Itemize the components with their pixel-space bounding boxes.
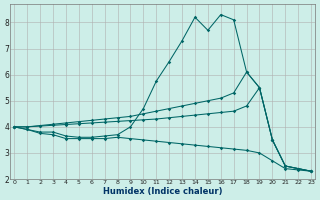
X-axis label: Humidex (Indice chaleur): Humidex (Indice chaleur) [103,187,222,196]
